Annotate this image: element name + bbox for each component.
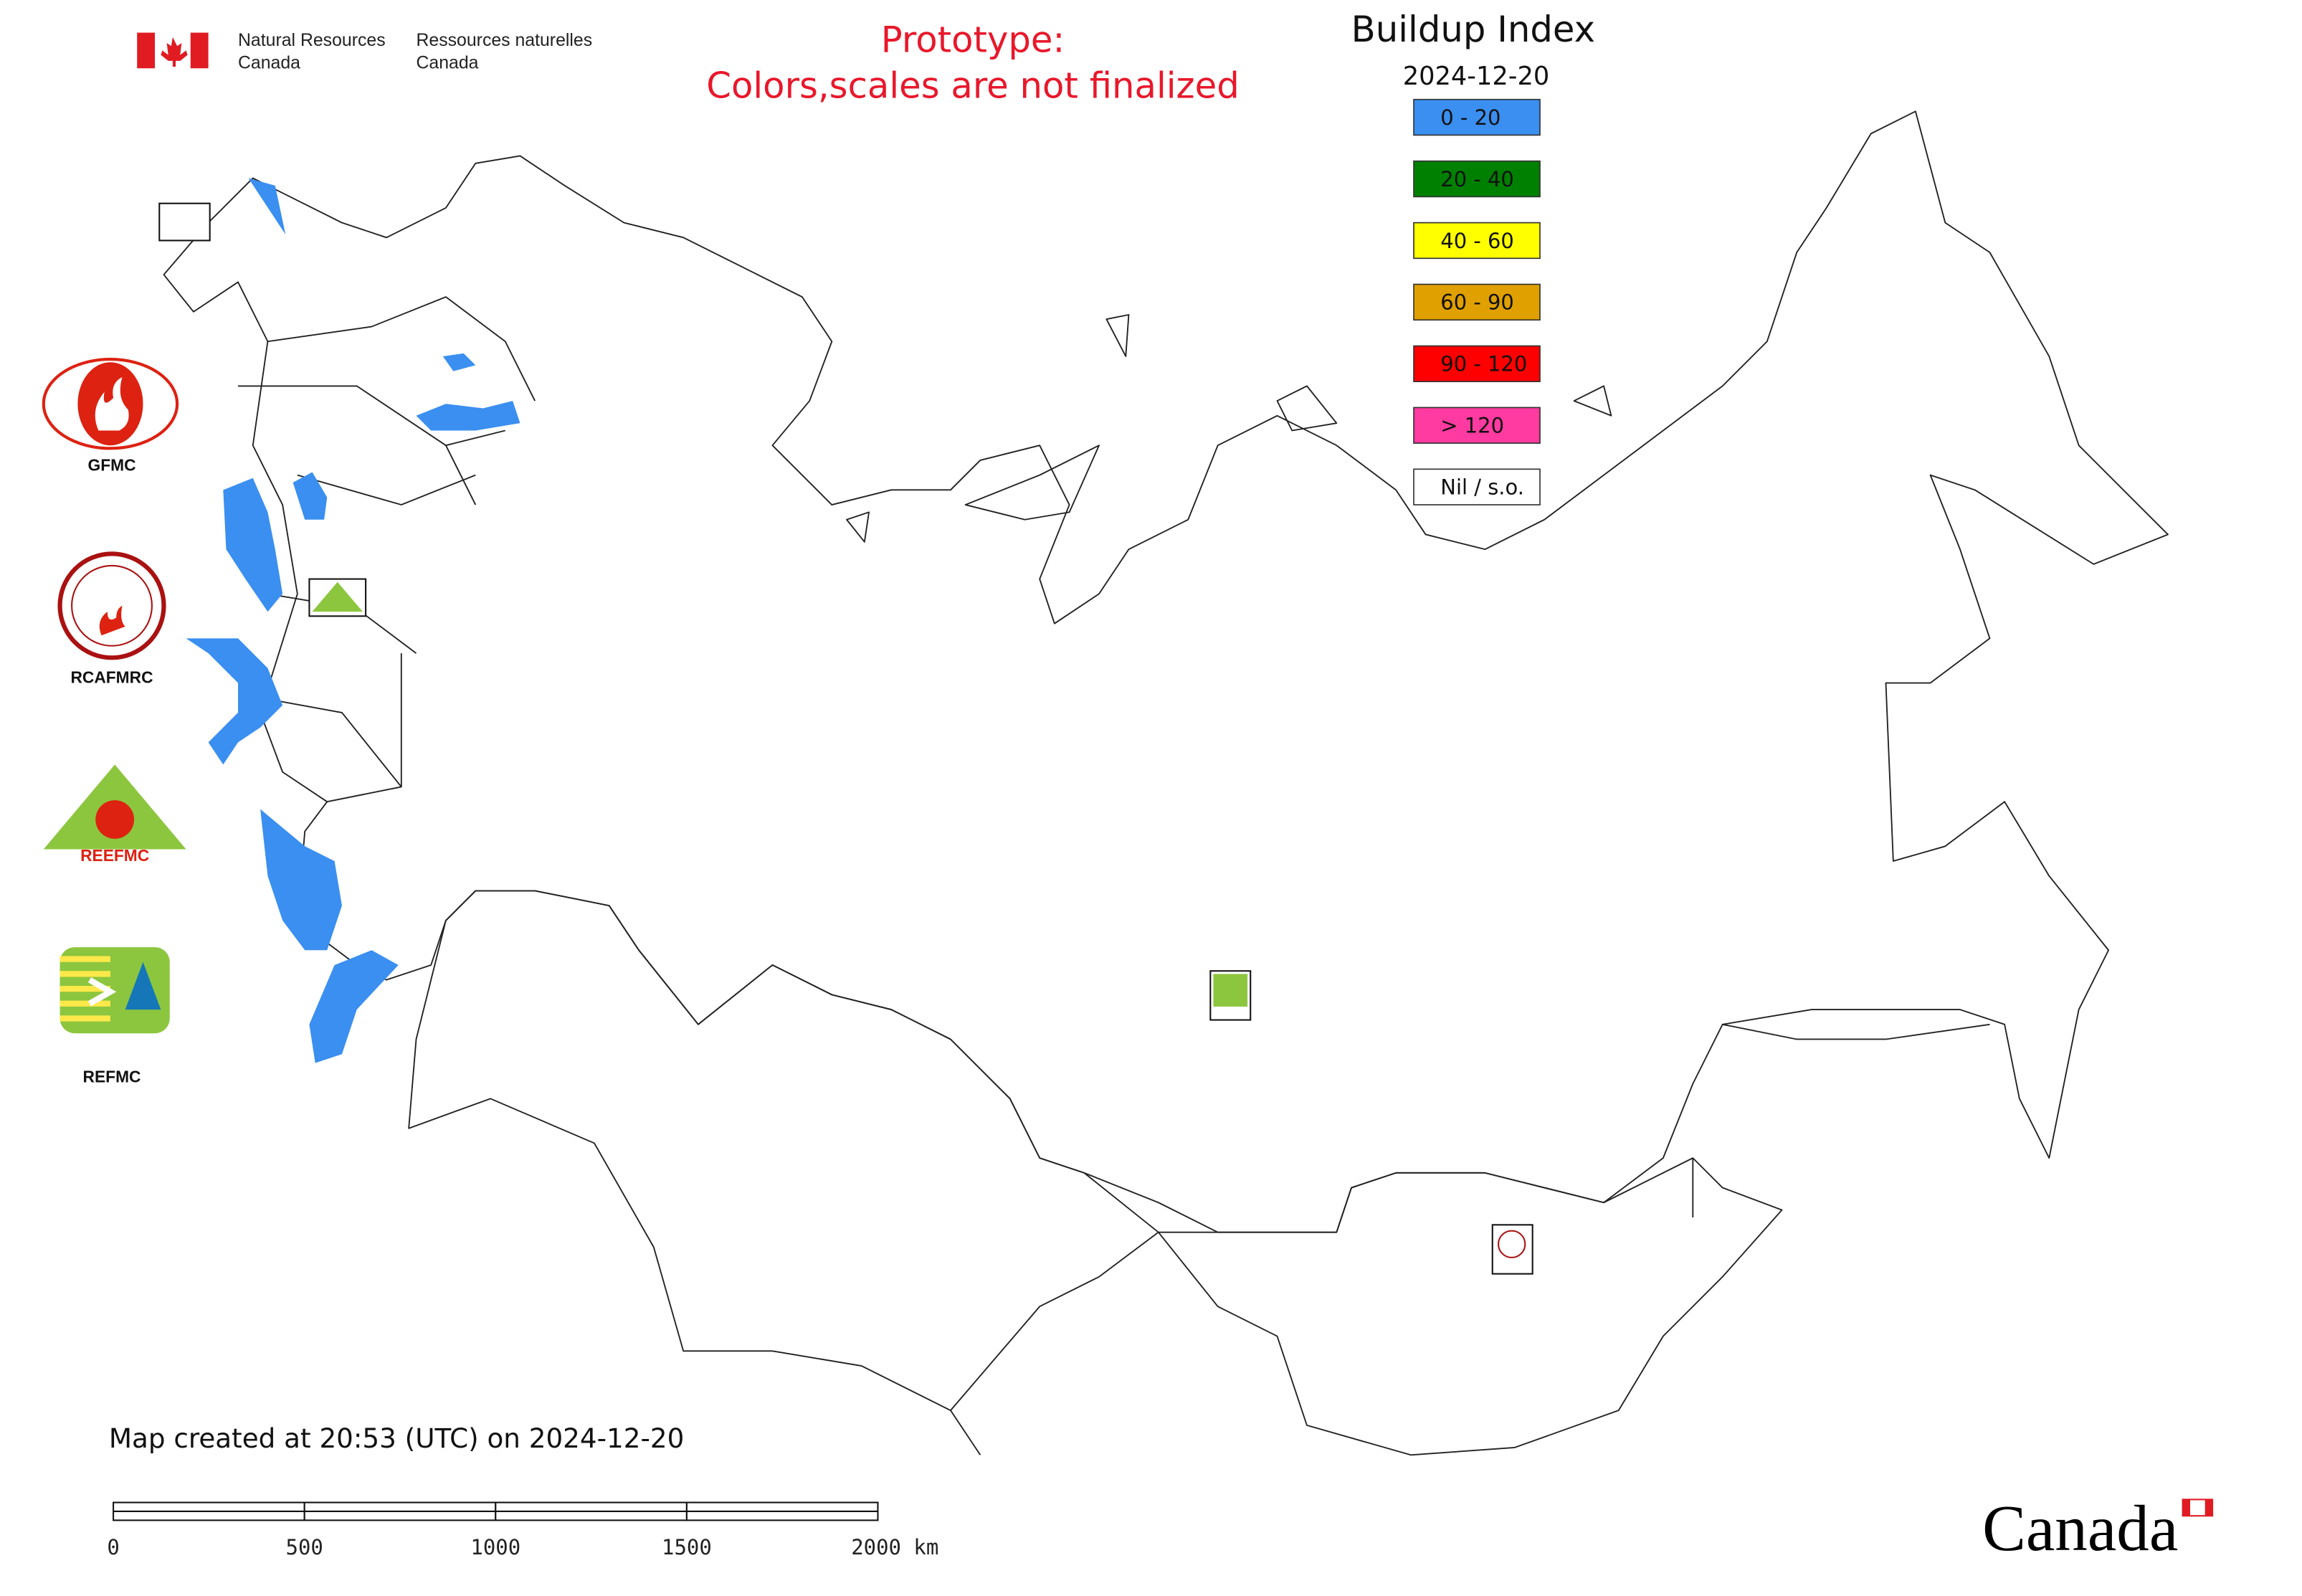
scale-tick-label: 500	[286, 1535, 323, 1559]
legend-swatch	[1413, 468, 1541, 505]
scale-tick-label: 2000 km	[851, 1535, 938, 1559]
mongolia-outline	[1157, 1157, 1783, 1456]
logo-text: REEFMC	[80, 846, 149, 865]
created-note: Map created at 20:53 (UTC) on 2024-12-20	[109, 1422, 684, 1454]
legend-label: > 120	[1440, 414, 1504, 438]
legend: 0 - 20 20 - 40 40 - 60 60 - 90 90 - 120 > 120…	[1413, 98, 1541, 505]
scale-tick-label: 1000	[470, 1535, 520, 1559]
agency-en: Canada	[238, 53, 300, 72]
legend-date: 2024-12-20	[1403, 62, 1550, 91]
basemap	[163, 110, 2169, 1456]
legend-swatch	[1413, 160, 1541, 198]
logo-label: REFMC	[83, 1068, 141, 1086]
bui-area	[248, 178, 286, 235]
wordmark: Canada	[1982, 1492, 2178, 1564]
map-logo	[1498, 1230, 1526, 1258]
legend-swatch	[1413, 283, 1541, 321]
scale-tick-label: 1500	[662, 1535, 712, 1559]
logo-label: GFMC	[87, 455, 135, 474]
kazakhstan-outline	[408, 890, 1159, 1412]
legend-swatch	[1413, 222, 1541, 260]
bui-area	[186, 638, 283, 765]
legend-label: 90 - 120	[1440, 352, 1527, 376]
bui-areas	[186, 178, 520, 1063]
bui-area	[223, 478, 283, 612]
canada-wordmark: Canada	[1982, 1492, 2214, 1564]
islands	[846, 314, 1612, 543]
reefmc-logo: REEFMC	[43, 764, 186, 865]
legend-title: Buildup Index	[1351, 9, 1595, 50]
map-logo	[158, 202, 211, 242]
prototype-note: Prototype:	[881, 19, 1065, 60]
legend-swatch	[1413, 345, 1541, 382]
scale-tick-label: 0	[107, 1535, 119, 1559]
rcafmrc-logo	[57, 551, 166, 660]
bui-area	[309, 950, 399, 1063]
agency-fr: Ressources naturelles	[417, 31, 593, 50]
bui-area	[442, 353, 476, 371]
china-border	[950, 1023, 1990, 1455]
legend-label: 40 - 60	[1440, 229, 1514, 253]
canada-flag	[137, 32, 209, 69]
refmc-logo	[60, 947, 170, 1034]
prototype-note: Colors,scales are not finalized	[706, 65, 1239, 107]
legend-label: Nil / s.o.	[1440, 475, 1524, 500]
legend-label: 20 - 40	[1440, 167, 1514, 191]
map-logo	[312, 581, 363, 612]
map-logo	[1213, 974, 1248, 1007]
legend-swatch	[1413, 407, 1541, 444]
legend-label: 60 - 90	[1440, 290, 1514, 315]
scale-bar: 0 500 1000 1500 2000 km	[107, 1501, 938, 1559]
legend-label: 0 - 20	[1440, 105, 1500, 130]
legend-swatch	[1413, 98, 1541, 136]
bui-area	[292, 472, 328, 520]
bui-area	[416, 401, 520, 431]
gfmc-logo	[42, 358, 179, 450]
agency-fr: Canada	[417, 53, 479, 72]
logo-label: RCAFMRC	[70, 668, 153, 687]
agency-en: Natural Resources	[238, 31, 386, 50]
